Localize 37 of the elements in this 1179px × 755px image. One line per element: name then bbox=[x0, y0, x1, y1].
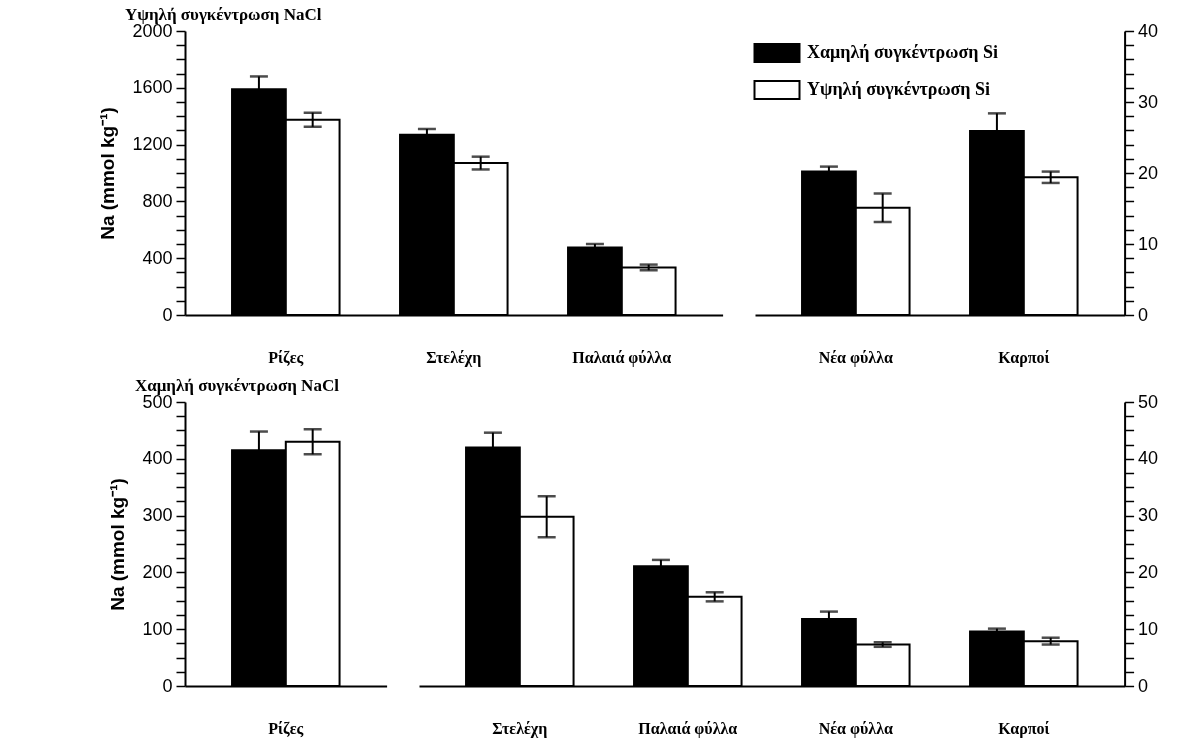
y-tick-label: 0 bbox=[162, 675, 173, 696]
y-tick-label: 800 bbox=[142, 190, 173, 211]
y2-tick-label: 40 bbox=[1138, 20, 1159, 41]
x-tick-label: Νέα φύλλα bbox=[818, 348, 893, 367]
chart-title: Χαμηλή συγκέντρωση NaCl bbox=[134, 376, 340, 395]
y2-tick-label: 20 bbox=[1138, 162, 1159, 183]
x-tick-label: Νέα φύλλα bbox=[818, 719, 893, 738]
y2-tick-label: 10 bbox=[1138, 233, 1159, 254]
y-tick-label: 200 bbox=[142, 561, 173, 582]
x-tick-label: Καρποί bbox=[998, 719, 1050, 738]
legend-label: Χαμηλή συγκέντρωση Si bbox=[807, 42, 998, 62]
x-tick-label: Στελέχη bbox=[492, 719, 548, 738]
x-tick-label: Παλαιά φύλλα bbox=[572, 348, 672, 367]
y2-tick-label: 30 bbox=[1138, 505, 1159, 526]
y-axis-title: Na (mmol kg⁻¹) bbox=[107, 478, 129, 611]
y-tick-label: 100 bbox=[142, 618, 173, 639]
y2-tick-label: 20 bbox=[1138, 561, 1159, 582]
y-tick-label: 400 bbox=[142, 247, 173, 268]
x-tick-label: Στελέχη bbox=[426, 348, 482, 367]
y-axis-title: Na (mmol kg⁻¹) bbox=[97, 107, 119, 240]
y2-tick-label: 10 bbox=[1138, 618, 1159, 639]
y2-tick-label: 40 bbox=[1138, 448, 1159, 469]
x-tick-label: Ρίζες bbox=[268, 348, 304, 367]
x-tick-label: Ρίζες bbox=[268, 719, 304, 738]
legend-label: Υψηλή συγκέντρωση Si bbox=[807, 79, 991, 99]
chart-title: Υψηλή συγκέντρωση NaCl bbox=[124, 5, 322, 24]
y-tick-label: 1200 bbox=[132, 134, 173, 155]
x-tick-label: Καρποί bbox=[998, 348, 1050, 367]
y-tick-label: 300 bbox=[142, 505, 173, 526]
y2-tick-label: 50 bbox=[1138, 391, 1159, 412]
y2-tick-label: 0 bbox=[1138, 304, 1149, 325]
y2-tick-label: 0 bbox=[1138, 675, 1149, 696]
y-tick-label: 400 bbox=[142, 448, 173, 469]
x-tick-label: Παλαιά φύλλα bbox=[638, 719, 738, 738]
y-tick-label: 1600 bbox=[132, 77, 173, 98]
y2-tick-label: 30 bbox=[1138, 91, 1159, 112]
y-tick-label: 0 bbox=[162, 304, 173, 325]
